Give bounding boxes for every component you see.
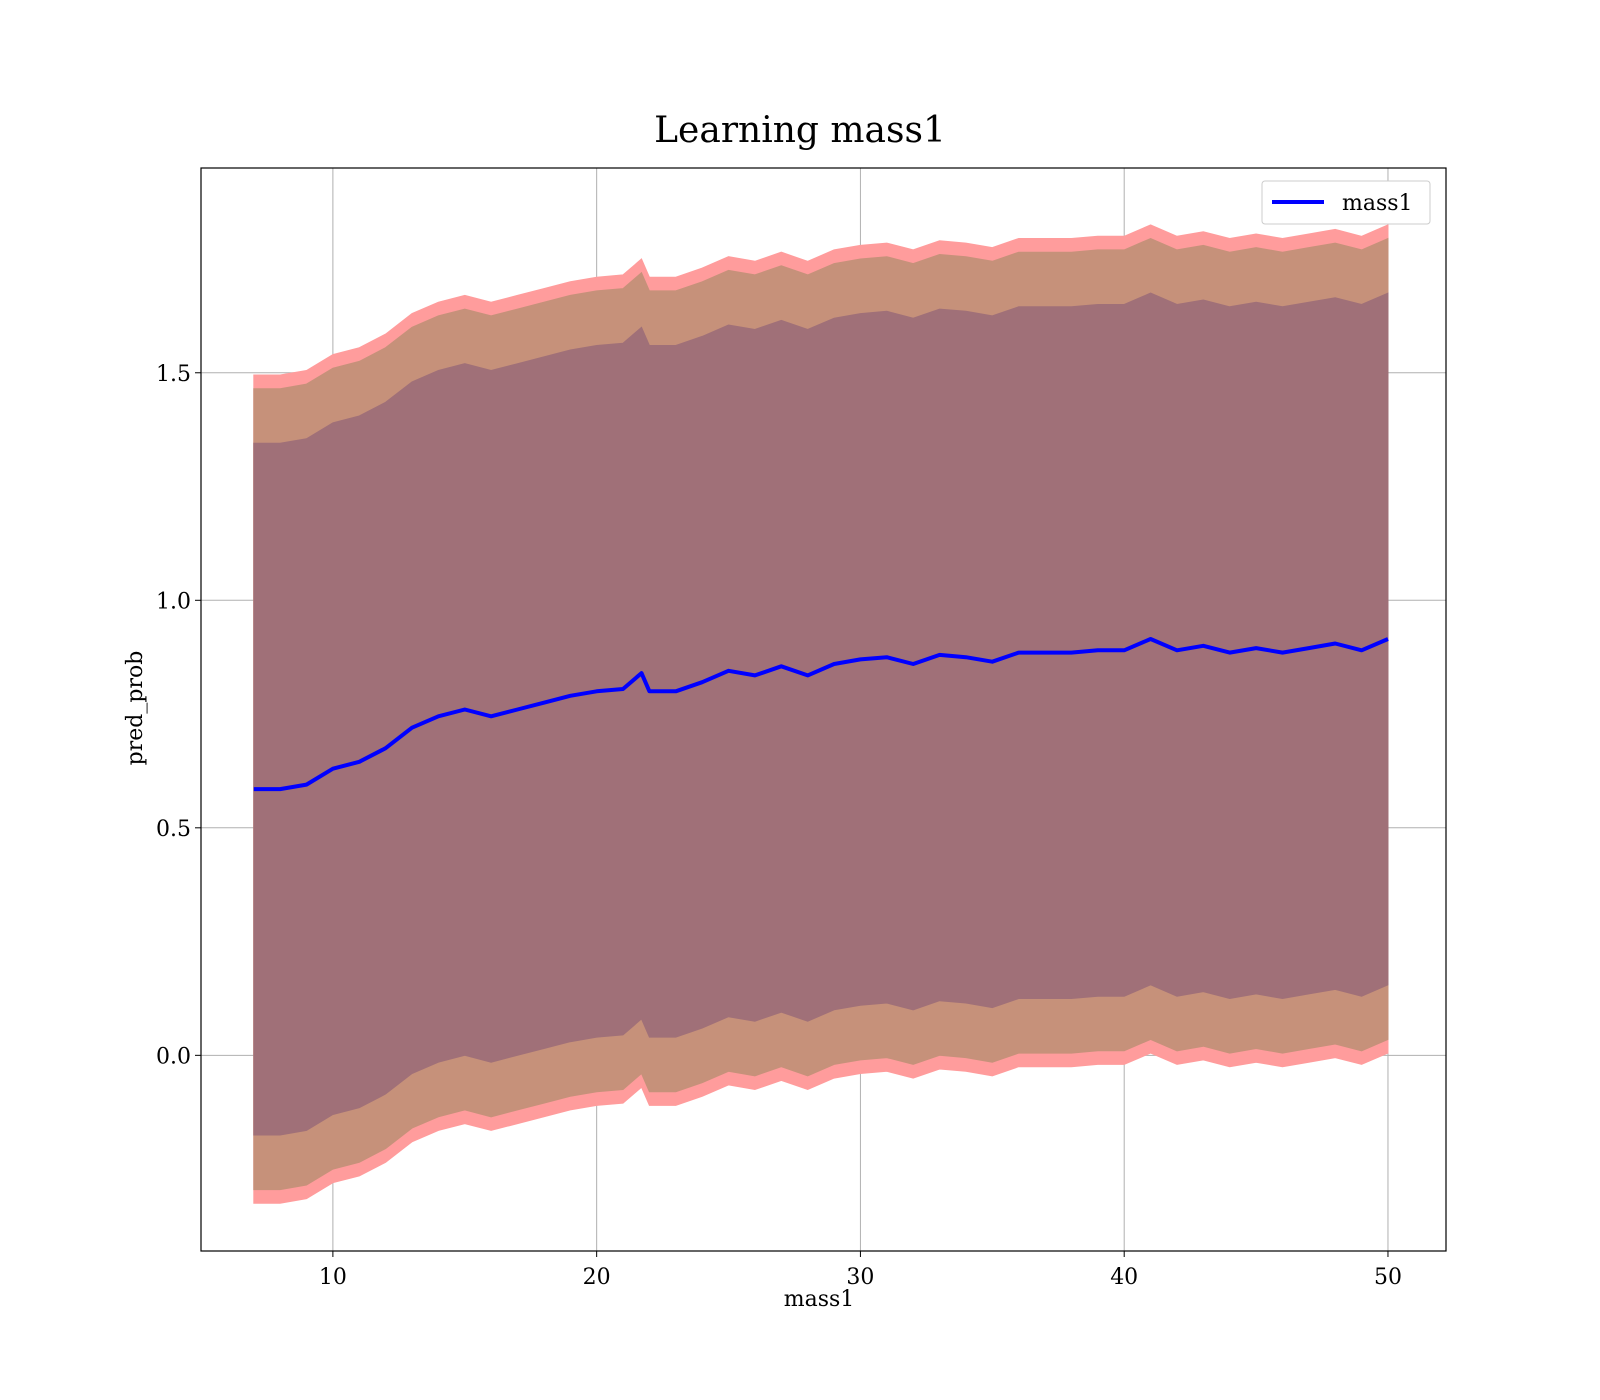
confidence-bands [253, 224, 1389, 1204]
y-axis-ticks: 0.0 0.5 1.0 1.5 [156, 362, 201, 1069]
x-tick-label: 40 [1110, 1265, 1138, 1290]
series-line-mass1 [253, 637, 1389, 792]
series-group [253, 637, 1389, 792]
y-tick-label: 0.0 [156, 1044, 191, 1069]
legend-box [1261, 180, 1431, 225]
x-axis-label: mass1 [784, 1287, 855, 1312]
y-tick-label: 1.5 [156, 362, 191, 387]
y-tick-label: 0.5 [156, 817, 191, 842]
y-tick-label: 1.0 [156, 589, 191, 614]
chart-title: Learning mass1 [654, 110, 946, 151]
band-inner [253, 292, 1389, 1136]
legend: mass1 [1261, 180, 1431, 225]
plot-frame [200, 167, 1447, 1252]
x-axis-ticks: 10 20 30 40 50 [319, 1251, 1402, 1290]
x-tick-label: 20 [583, 1265, 611, 1290]
y-axis-label: pred_prob [123, 651, 148, 766]
legend-label: mass1 [1342, 191, 1413, 216]
x-tick-label: 30 [846, 1265, 874, 1290]
x-tick-label: 10 [319, 1265, 347, 1290]
x-tick-label: 50 [1374, 1265, 1402, 1290]
